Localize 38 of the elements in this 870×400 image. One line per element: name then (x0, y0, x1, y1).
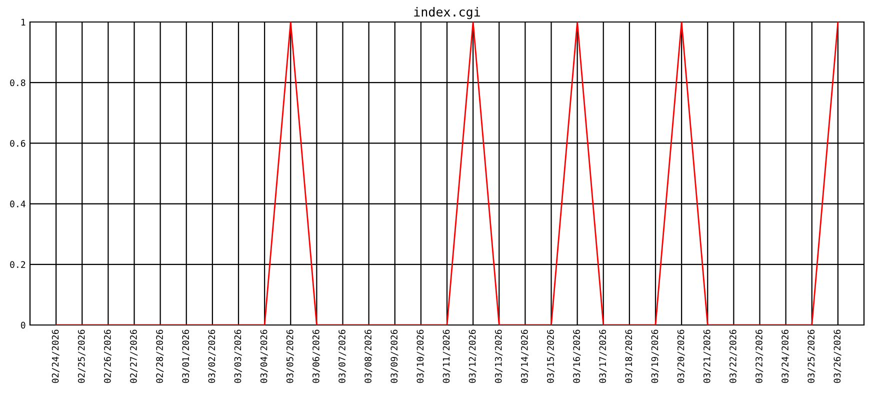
x-tick-label: 03/18/2026 (625, 330, 633, 383)
y-tick-label: 0.2 (10, 261, 26, 268)
x-tick-label: 03/24/2026 (782, 330, 790, 383)
x-tick-label: 03/08/2026 (364, 330, 372, 383)
y-tick-label: 1 (21, 18, 26, 26)
y-tick-label: 0.4 (10, 200, 26, 208)
x-tick-label: 02/24/2026 (52, 330, 60, 383)
x-tick-label: 02/26/2026 (104, 330, 112, 383)
x-tick-label: 03/11/2026 (442, 330, 450, 383)
x-tick-label: 03/23/2026 (756, 330, 764, 383)
x-tick-label: 03/20/2026 (677, 330, 685, 383)
x-tick-label: 03/21/2026 (703, 330, 711, 383)
x-tick-label: 03/15/2026 (547, 330, 555, 383)
x-tick-label: 03/25/2026 (808, 330, 816, 383)
x-tick-label: 03/14/2026 (521, 330, 529, 383)
x-tick-label: 03/16/2026 (573, 330, 581, 383)
x-tick-label: 03/05/2026 (286, 330, 294, 383)
x-tick-label: 03/10/2026 (416, 330, 424, 383)
x-tick-label: 02/25/2026 (78, 330, 86, 383)
x-tick-label: 03/01/2026 (182, 330, 190, 383)
x-tick-label: 03/12/2026 (468, 330, 476, 383)
x-tick-label: 03/04/2026 (260, 330, 268, 383)
x-tick-label: 03/19/2026 (651, 330, 659, 383)
x-tick-label: 03/06/2026 (312, 330, 320, 383)
x-tick-label: 02/27/2026 (130, 330, 138, 383)
x-tick-label: 03/02/2026 (208, 330, 216, 383)
x-tick-label: 03/17/2026 (599, 330, 607, 383)
x-tick-label: 03/26/2026 (834, 330, 842, 383)
y-tick-label: 0.6 (10, 140, 26, 147)
x-tick-label: 03/09/2026 (390, 330, 398, 383)
y-tick-label: 0 (20, 322, 26, 329)
x-tick-label: 02/28/2026 (156, 330, 164, 383)
x-tick-label: 03/07/2026 (338, 330, 346, 383)
x-tick-label: 03/22/2026 (730, 330, 738, 383)
x-tick-label: 03/13/2026 (494, 330, 502, 383)
chart-title: index.cgi (414, 6, 480, 20)
y-tick-label: 0.8 (10, 79, 26, 86)
x-tick-label: 03/03/2026 (234, 330, 242, 383)
